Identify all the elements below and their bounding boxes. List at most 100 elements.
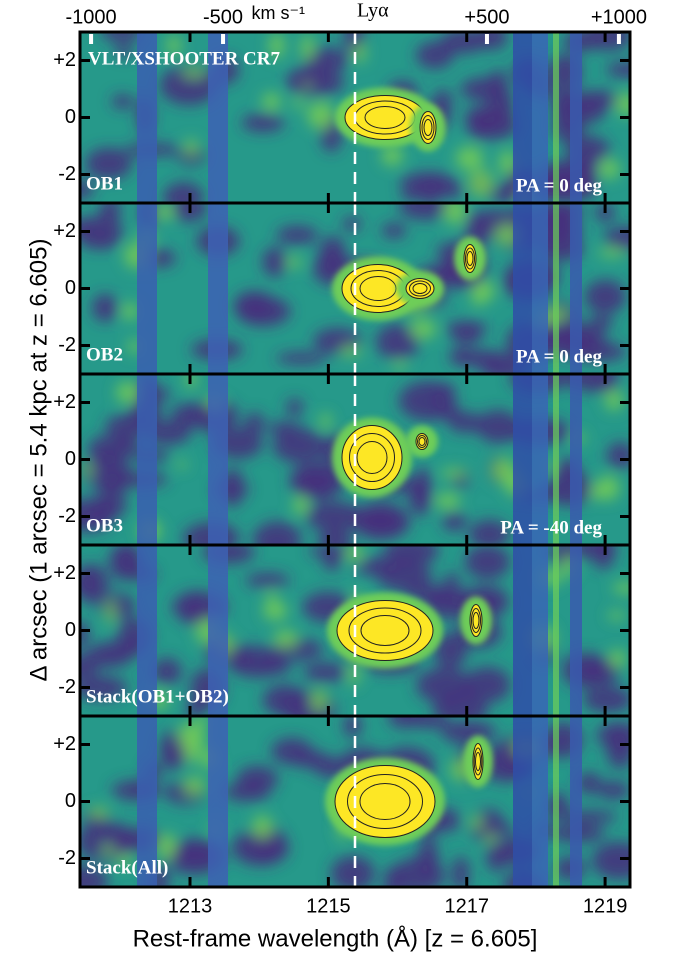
noise-blob: [330, 855, 375, 887]
panel-label: OB1: [86, 173, 123, 194]
contour: [466, 251, 474, 266]
noise-blob: [440, 468, 468, 478]
noise-blob: [452, 855, 470, 887]
noise-blob: [167, 34, 181, 56]
sky-line: [513, 374, 532, 545]
noise-blob: [303, 81, 312, 90]
noise-blob: [410, 319, 437, 339]
noise-blob: [596, 721, 630, 750]
sky-line: [532, 716, 548, 887]
y-tick-label: +2: [53, 562, 76, 584]
noise-blob: [470, 815, 484, 830]
noise-blob: [262, 684, 307, 716]
x2-tick-label: -500: [203, 6, 243, 28]
noise-blob: [442, 511, 467, 532]
contour: [463, 244, 477, 273]
sky-line: [553, 716, 559, 887]
noise-blob: [272, 427, 324, 463]
noise-blob: [269, 32, 285, 59]
y-tick-label: 0: [65, 106, 76, 128]
noise-blob: [415, 41, 454, 69]
noise-blob: [491, 457, 516, 483]
noise-blob: [584, 279, 627, 314]
sky-line: [570, 32, 582, 203]
noise-blob: [245, 573, 290, 588]
noise-blob: [286, 398, 303, 417]
panel: [80, 32, 630, 203]
noise-blob: [392, 361, 407, 370]
sky-line: [208, 545, 228, 716]
noise-blob: [485, 832, 497, 845]
noise-blob: [468, 519, 510, 545]
noise-blob: [468, 169, 494, 198]
contour: [341, 425, 403, 490]
noise-blob: [592, 545, 615, 570]
noise-blob: [473, 280, 495, 302]
noise-blob: [433, 632, 468, 669]
sky-line: [570, 203, 582, 374]
noise-blob: [197, 716, 207, 727]
contour: [359, 783, 411, 820]
noise-blob: [476, 409, 520, 444]
sky-line: [208, 716, 228, 887]
noise-blob: [413, 466, 432, 506]
pa-label: PA = -40 deg: [500, 517, 602, 538]
noise-blob: [80, 865, 109, 887]
noise-blob: [244, 412, 265, 435]
noise-blob: [320, 413, 332, 430]
sky-line: [208, 203, 228, 374]
panel-title: VLT/XSHOOTER CR7: [88, 48, 280, 69]
contour: [419, 111, 437, 144]
sky-line: [553, 203, 559, 374]
noise-blob: [105, 599, 116, 626]
y-tick-label: -2: [58, 505, 76, 527]
emission-core: [335, 765, 435, 838]
noise-blob: [353, 502, 410, 541]
panel-label: OB2: [86, 344, 123, 365]
noise-blob: [582, 686, 630, 713]
noise-blob: [440, 32, 487, 54]
noise-blob: [307, 101, 335, 130]
contour: [364, 106, 406, 129]
noise-blob: [122, 302, 139, 321]
noise-blob: [431, 382, 456, 401]
sky-line: [513, 716, 532, 887]
noise-blob: [183, 776, 206, 796]
noise-blob: [573, 90, 621, 110]
contour: [423, 119, 433, 136]
noise-blob: [241, 113, 285, 133]
noise-blob: [317, 528, 354, 545]
noise-blob: [456, 146, 484, 171]
noise-blob: [252, 521, 302, 545]
noise-blob: [398, 203, 451, 221]
noise-blob: [88, 434, 130, 465]
contour: [412, 283, 428, 294]
noise-blob: [80, 180, 95, 199]
noise-blob: [94, 487, 127, 519]
sky-line: [513, 32, 532, 203]
x-tick-label: 1213: [168, 895, 213, 917]
noise-blob: [375, 323, 420, 360]
noise-blob: [262, 92, 281, 111]
noise-blob: [608, 649, 627, 668]
annotation: Lyα: [357, 0, 389, 22]
emission-core: [342, 264, 414, 313]
noise-blob: [612, 582, 630, 594]
contour: [472, 743, 484, 780]
noise-blob: [460, 77, 509, 102]
noise-blob: [303, 662, 348, 682]
panel: [80, 374, 630, 545]
noise-blob: [435, 493, 461, 509]
sky-line: [137, 374, 157, 545]
sky-line: [532, 374, 548, 545]
noise-blob: [381, 222, 407, 239]
noise-blob: [157, 833, 177, 860]
contour: [415, 433, 429, 450]
noise-blob: [80, 621, 90, 647]
noise-blob: [381, 145, 403, 166]
noise-blob: [293, 471, 312, 492]
noise-blob: [100, 32, 144, 42]
noise-blob: [464, 545, 511, 580]
y-tick-label: -2: [58, 676, 76, 698]
pa-label: PA = 0 deg: [516, 346, 602, 367]
